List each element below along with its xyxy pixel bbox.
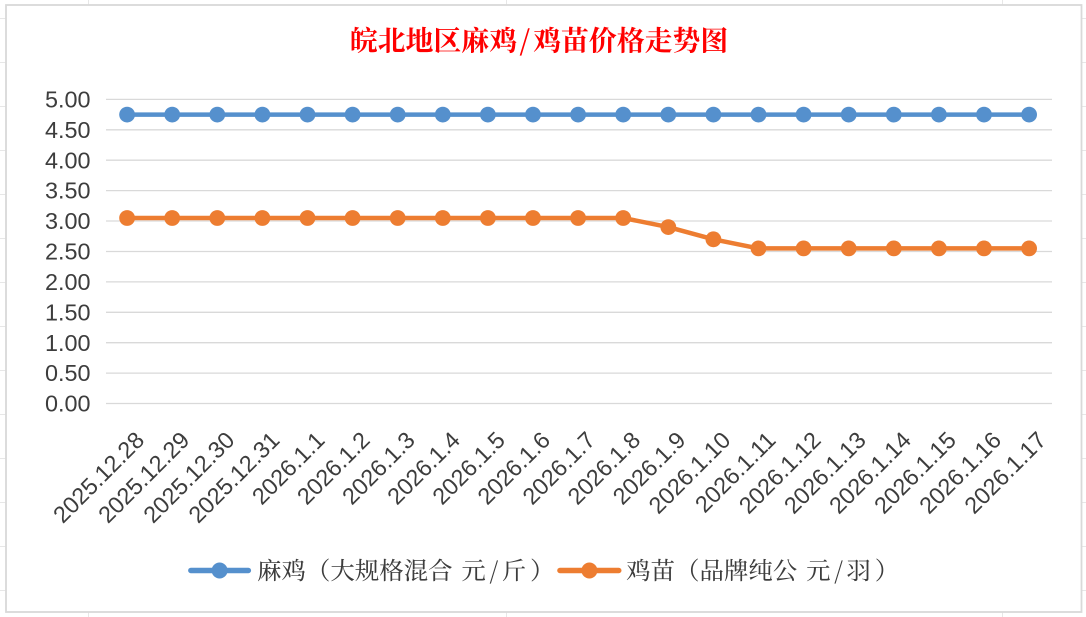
svg-text:3.00: 3.00 — [45, 208, 91, 234]
svg-text:3.50: 3.50 — [45, 178, 91, 204]
svg-text:0.50: 0.50 — [45, 360, 91, 386]
svg-text:2.00: 2.00 — [45, 269, 91, 295]
svg-text:0.00: 0.00 — [45, 391, 91, 417]
svg-text:1.50: 1.50 — [45, 299, 91, 325]
svg-text:5.00: 5.00 — [45, 87, 91, 113]
svg-text:4.50: 4.50 — [45, 117, 91, 143]
svg-text:1.00: 1.00 — [45, 330, 91, 356]
svg-text:2.50: 2.50 — [45, 239, 91, 265]
svg-text:4.00: 4.00 — [45, 147, 91, 173]
